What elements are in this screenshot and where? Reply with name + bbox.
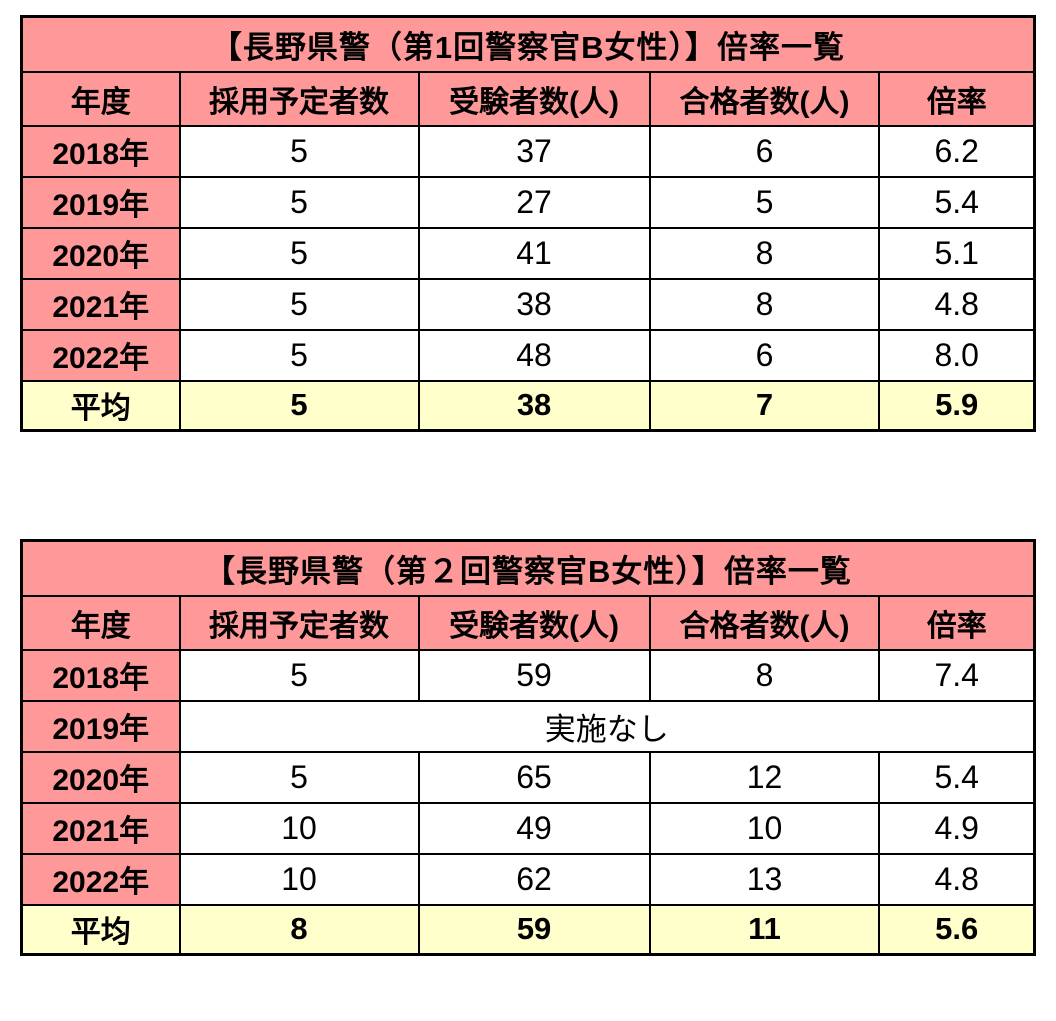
average-cell: 5.9: [878, 379, 1036, 432]
column-header-passers: 合格者数(人): [648, 70, 881, 127]
average-cell: 5.6: [878, 903, 1036, 956]
table-title-row: 【長野県警（第1回警察官B女性）】倍率一覧: [20, 15, 1036, 73]
column-header-passers: 合格者数(人): [648, 594, 881, 651]
data-cell: 10: [178, 852, 420, 906]
average-cell: 5: [178, 379, 420, 432]
data-cell: 7.4: [878, 648, 1036, 702]
average-label: 平均: [20, 379, 181, 432]
table-row: 2022年 5 48 6 8.0: [20, 328, 1036, 382]
year-cell: 2020年: [20, 750, 181, 804]
year-cell: 2022年: [20, 328, 181, 382]
column-header-ratio: 倍率: [878, 594, 1036, 651]
column-header-planned-hires: 採用予定者数: [178, 70, 420, 127]
data-cell: 5.4: [878, 175, 1036, 229]
table-row: 2020年 5 41 8 5.1: [20, 226, 1036, 280]
data-cell: 5: [178, 277, 420, 331]
data-cell: 5: [648, 175, 881, 229]
data-cell: 59: [417, 648, 651, 702]
year-cell: 2021年: [20, 801, 181, 855]
page: 【長野県警（第1回警察官B女性）】倍率一覧 年度 採用予定者数 受験者数(人) …: [0, 15, 1056, 1021]
data-cell: 13: [648, 852, 881, 906]
table-row: 2021年 5 38 8 4.8: [20, 277, 1036, 331]
table-title: 【長野県警（第２回警察官B女性）】倍率一覧: [20, 539, 1036, 597]
table-row: 2018年 5 59 8 7.4: [20, 648, 1036, 702]
data-cell: 4.8: [878, 277, 1036, 331]
data-cell: 8: [648, 226, 881, 280]
data-cell: 10: [178, 801, 420, 855]
column-header-row: 年度 採用予定者数 受験者数(人) 合格者数(人) 倍率: [20, 594, 1036, 651]
average-cell: 59: [417, 903, 651, 956]
column-header-row: 年度 採用予定者数 受験者数(人) 合格者数(人) 倍率: [20, 70, 1036, 127]
data-cell: 4.8: [878, 852, 1036, 906]
data-cell: 8: [648, 648, 881, 702]
data-cell: 6: [648, 124, 881, 178]
year-cell: 2020年: [20, 226, 181, 280]
table-row: 2018年 5 37 6 6.2: [20, 124, 1036, 178]
average-row: 平均 8 59 11 5.6: [20, 903, 1036, 956]
data-cell: 27: [417, 175, 651, 229]
table-title: 【長野県警（第1回警察官B女性）】倍率一覧: [20, 15, 1036, 73]
year-cell: 2019年: [20, 699, 181, 753]
table-row: 2022年 10 62 13 4.8: [20, 852, 1036, 906]
average-label: 平均: [20, 903, 181, 956]
year-cell: 2018年: [20, 124, 181, 178]
data-cell: 5: [178, 648, 420, 702]
average-row: 平均 5 38 7 5.9: [20, 379, 1036, 432]
column-header-year: 年度: [20, 70, 181, 127]
column-header-examinees: 受験者数(人): [417, 594, 651, 651]
data-cell: 5: [178, 750, 420, 804]
year-cell: 2019年: [20, 175, 181, 229]
table-row: 2021年 10 49 10 4.9: [20, 801, 1036, 855]
table-row: 2020年 5 65 12 5.4: [20, 750, 1036, 804]
data-cell: 48: [417, 328, 651, 382]
year-cell: 2018年: [20, 648, 181, 702]
average-cell: 11: [648, 903, 881, 956]
data-cell: 5: [178, 226, 420, 280]
data-cell: 37: [417, 124, 651, 178]
average-cell: 7: [648, 379, 881, 432]
data-cell: 12: [648, 750, 881, 804]
data-cell: 41: [417, 226, 651, 280]
rate-table-2: 【長野県警（第２回警察官B女性）】倍率一覧 年度 採用予定者数 受験者数(人) …: [20, 539, 1036, 956]
data-cell: 5: [178, 124, 420, 178]
data-cell: 62: [417, 852, 651, 906]
column-header-examinees: 受験者数(人): [417, 70, 651, 127]
column-header-planned-hires: 採用予定者数: [178, 594, 420, 651]
rate-table-1: 【長野県警（第1回警察官B女性）】倍率一覧 年度 採用予定者数 受験者数(人) …: [20, 15, 1036, 432]
data-cell: 65: [417, 750, 651, 804]
data-cell: 38: [417, 277, 651, 331]
table-row: 2019年 5 27 5 5.4: [20, 175, 1036, 229]
table-row-not-held: 2019年 実施なし: [20, 699, 1036, 753]
data-cell: 5.4: [878, 750, 1036, 804]
data-cell: 5: [178, 328, 420, 382]
year-cell: 2021年: [20, 277, 181, 331]
data-cell: 5.1: [878, 226, 1036, 280]
data-cell: 5: [178, 175, 420, 229]
data-cell: 6: [648, 328, 881, 382]
data-cell: 4.9: [878, 801, 1036, 855]
column-header-year: 年度: [20, 594, 181, 651]
data-cell: 10: [648, 801, 881, 855]
average-cell: 8: [178, 903, 420, 956]
data-cell: 8: [648, 277, 881, 331]
data-cell: 49: [417, 801, 651, 855]
not-held-cell: 実施なし: [178, 699, 1036, 753]
data-cell: 8.0: [878, 328, 1036, 382]
data-cell: 6.2: [878, 124, 1036, 178]
table-title-row: 【長野県警（第２回警察官B女性）】倍率一覧: [20, 539, 1036, 597]
year-cell: 2022年: [20, 852, 181, 906]
average-cell: 38: [417, 379, 651, 432]
column-header-ratio: 倍率: [878, 70, 1036, 127]
